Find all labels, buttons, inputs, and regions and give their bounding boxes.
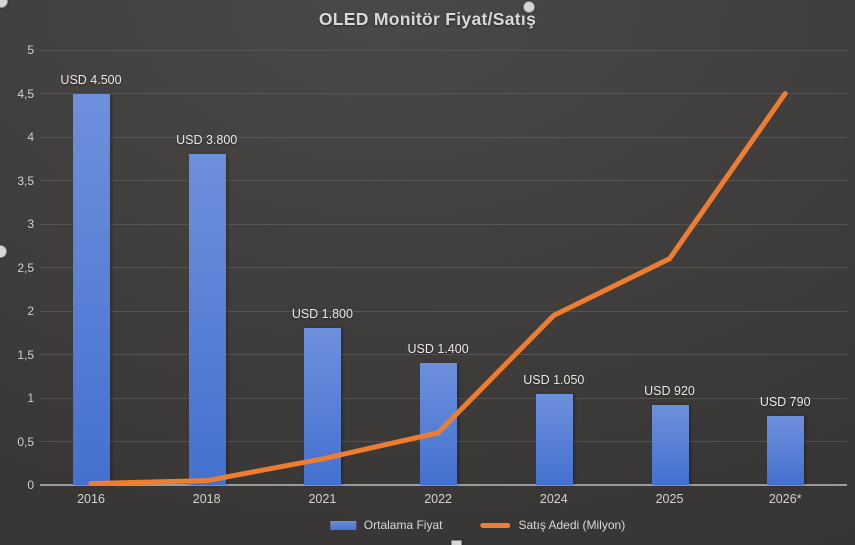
y-axis-label: 1,5: [17, 347, 34, 362]
legend-label-bars: Ortalama Fiyat: [363, 518, 443, 532]
bar-2022[interactable]: [420, 363, 458, 485]
y-axis-label: 0,5: [17, 434, 34, 449]
y-axis-label: 4: [27, 130, 34, 144]
x-axis-label: 2018: [192, 492, 221, 506]
gridline: [40, 136, 847, 138]
gridline: [40, 180, 847, 181]
y-axis-label: 3,5: [17, 173, 34, 188]
bar-2024[interactable]: [535, 393, 573, 485]
x-axis-label: 2024: [539, 492, 568, 506]
selection-handle-left-middle[interactable]: [0, 245, 7, 258]
selection-handle-top-left[interactable]: [0, 0, 8, 8]
bar-value-label: USD 1.050: [523, 372, 585, 387]
y-axis-label: 2: [27, 304, 34, 318]
chart-title[interactable]: OLED Monitör Fiyat/Satış: [318, 9, 537, 29]
selection-handle-top-center[interactable]: [523, 1, 535, 13]
gridline: [40, 267, 847, 268]
y-axis-label: 5: [27, 43, 34, 57]
y-axis-label: 1: [27, 391, 34, 405]
gridline: [40, 223, 847, 225]
bar-2025[interactable]: [651, 404, 689, 485]
legend-line-swatch: [480, 522, 511, 528]
bar-value-label: USD 920: [644, 383, 695, 398]
bar-2026*[interactable]: [767, 416, 805, 485]
x-axis-label: 2025: [655, 492, 684, 506]
gridline: [40, 93, 847, 94]
y-axis-label: 0: [27, 478, 34, 492]
gridline: [40, 310, 847, 312]
bar-value-label: USD 3.800: [176, 133, 238, 148]
bar-value-label: USD 790: [759, 395, 811, 410]
x-axis-label: 2021: [308, 492, 337, 506]
gridline: [40, 49, 847, 51]
legend-bar-swatch: [329, 520, 356, 530]
legend-label-line: Satış Adedi (Milyon): [518, 518, 626, 532]
bar-value-label: USD 1.800: [291, 307, 353, 322]
y-axis-label: 3: [27, 217, 34, 231]
bar-2018[interactable]: [188, 154, 226, 485]
sales-line[interactable]: [88, 91, 788, 486]
y-axis-label: 4,5: [17, 86, 34, 101]
bar-value-label: USD 4.500: [60, 72, 122, 87]
x-axis-label: 2016: [77, 492, 105, 506]
legend[interactable]: Ortalama Fiyat Satış Adedi (Milyon): [329, 518, 626, 532]
x-axis-line: [40, 484, 847, 486]
bar-2016[interactable]: [73, 93, 110, 485]
y-axis-label: 2,5: [17, 260, 34, 275]
bar-value-label: USD 1.400: [407, 342, 469, 357]
selection-handle-bottom-center[interactable]: [451, 540, 462, 545]
x-axis-label: 2022: [424, 492, 452, 506]
x-axis-label: 2026*: [768, 492, 802, 506]
gridline: [40, 354, 847, 355]
